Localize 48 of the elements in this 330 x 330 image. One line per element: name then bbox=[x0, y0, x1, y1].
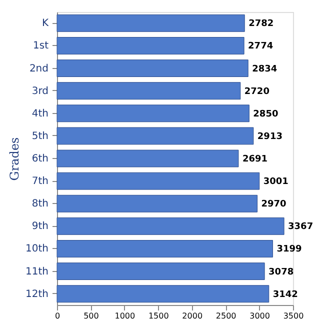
y-tick-label: 7th bbox=[32, 176, 48, 188]
y-tick-label: 9th bbox=[32, 221, 48, 232]
data-label: 2720 bbox=[244, 86, 270, 97]
data-label: 2913 bbox=[257, 132, 282, 142]
data-label: 3078 bbox=[268, 267, 294, 278]
data-label: 2834 bbox=[252, 64, 278, 74]
bar bbox=[56, 82, 241, 100]
bar bbox=[56, 104, 250, 122]
data-label: 2774 bbox=[248, 42, 274, 52]
bar bbox=[56, 150, 239, 168]
data-label: 3367 bbox=[288, 222, 314, 232]
bar bbox=[56, 194, 258, 212]
y-tick-label: 4th bbox=[32, 108, 48, 120]
y-tick-label: 1st bbox=[33, 40, 49, 52]
y-tick-label: 10th bbox=[26, 244, 48, 255]
data-label: 3142 bbox=[272, 290, 298, 300]
data-label: 2691 bbox=[242, 154, 268, 164]
x-tick-label: 2000 bbox=[182, 312, 203, 320]
x-tick-label: 1000 bbox=[114, 312, 136, 320]
x-tick-label: 1500 bbox=[148, 312, 169, 320]
x-tick-label: 3000 bbox=[250, 312, 270, 320]
data-label: 2970 bbox=[261, 200, 286, 210]
y-tick-label: 12th bbox=[26, 288, 48, 300]
data-label: 2782 bbox=[248, 19, 274, 30]
bar bbox=[56, 262, 265, 280]
y-tick-label: 5th bbox=[32, 130, 48, 142]
data-label: 3001 bbox=[263, 177, 288, 188]
y-tick-label: 11th bbox=[26, 266, 48, 278]
x-tick-label: 3500 bbox=[283, 312, 304, 320]
y-tick-label: K bbox=[42, 18, 49, 30]
y-axis-title: Grades bbox=[8, 137, 22, 181]
bar bbox=[56, 240, 273, 258]
x-tick-label: 2500 bbox=[216, 312, 236, 320]
bar bbox=[56, 37, 244, 54]
bar bbox=[56, 127, 254, 145]
x-tick-label: 500 bbox=[84, 312, 99, 320]
bar bbox=[56, 14, 245, 32]
data-label: 2850 bbox=[253, 109, 278, 120]
data-label: 3199 bbox=[276, 244, 302, 255]
bar bbox=[56, 60, 248, 77]
bar bbox=[56, 285, 270, 303]
x-tick-label: 0 bbox=[54, 312, 60, 320]
y-tick-label: 8th bbox=[32, 198, 48, 210]
y-tick-label: 2nd bbox=[29, 63, 48, 74]
bar bbox=[56, 172, 260, 190]
bar bbox=[56, 217, 284, 235]
y-tick-label: 6th bbox=[32, 154, 48, 164]
y-tick-label: 3rd bbox=[32, 86, 48, 97]
